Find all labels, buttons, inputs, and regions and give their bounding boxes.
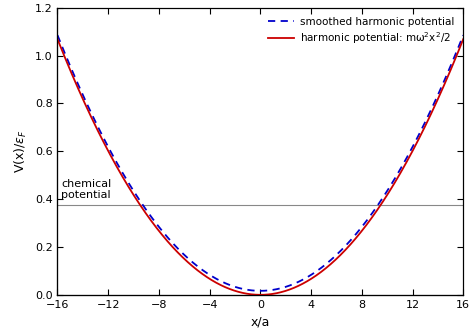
harmonic potential: mω$^2$x$^2$/2: (16, 1.07): mω$^2$x$^2$/2: (16, 1.07) bbox=[460, 37, 466, 41]
harmonic potential: mω$^2$x$^2$/2: (9.21, 0.354): mω$^2$x$^2$/2: (9.21, 0.354) bbox=[374, 208, 380, 212]
Line: harmonic potential: mω$^2$x$^2$/2: harmonic potential: mω$^2$x$^2$/2 bbox=[57, 39, 463, 295]
smoothed harmonic potential bbox=[374, 204, 380, 208]
smoothed harmonic potential bbox=[448, 62, 454, 66]
harmonic potential: mω$^2$x$^2$/2: (-16, 1.07): mω$^2$x$^2$/2: (-16, 1.07) bbox=[55, 37, 60, 41]
smoothed harmonic potential bbox=[257, 289, 263, 293]
smoothed harmonic potential bbox=[55, 33, 60, 37]
harmonic potential: mω$^2$x$^2$/2: (15.1, 0.948): mω$^2$x$^2$/2: (15.1, 0.948) bbox=[448, 66, 454, 70]
harmonic potential: mω$^2$x$^2$/2: (0.008, 2.67e-07): mω$^2$x$^2$/2: (0.008, 2.67e-07) bbox=[258, 293, 264, 297]
harmonic potential: mω$^2$x$^2$/2: (-0.44, 0.000809): mω$^2$x$^2$/2: (-0.44, 0.000809) bbox=[252, 292, 258, 296]
harmonic potential: mω$^2$x$^2$/2: (15.1, 0.95): mω$^2$x$^2$/2: (15.1, 0.95) bbox=[449, 65, 455, 69]
X-axis label: x/a: x/a bbox=[251, 315, 270, 328]
Y-axis label: V(x)/$\epsilon_F$: V(x)/$\epsilon_F$ bbox=[13, 129, 29, 173]
Line: smoothed harmonic potential: smoothed harmonic potential bbox=[57, 35, 463, 291]
smoothed harmonic potential bbox=[449, 61, 455, 65]
smoothed harmonic potential bbox=[460, 33, 466, 37]
Legend: smoothed harmonic potential, harmonic potential: mω$^2$x$^2$/2: smoothed harmonic potential, harmonic po… bbox=[264, 13, 458, 50]
harmonic potential: mω$^2$x$^2$/2: (-14.4, 0.862): mω$^2$x$^2$/2: (-14.4, 0.862) bbox=[75, 87, 81, 91]
Text: chemical
potential: chemical potential bbox=[61, 179, 111, 200]
smoothed harmonic potential bbox=[75, 83, 81, 87]
smoothed harmonic potential bbox=[241, 287, 247, 291]
harmonic potential: mω$^2$x$^2$/2: (-1.29, 0.00693): mω$^2$x$^2$/2: (-1.29, 0.00693) bbox=[241, 291, 247, 295]
smoothed harmonic potential bbox=[252, 289, 258, 292]
